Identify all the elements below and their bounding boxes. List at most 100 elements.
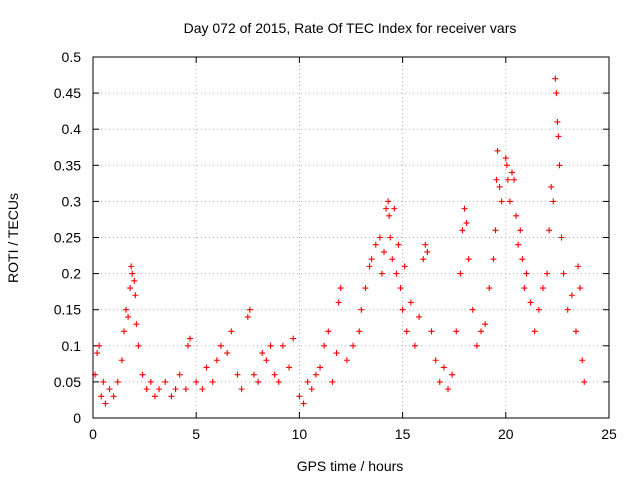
data-point [506, 198, 513, 205]
data-point [376, 234, 383, 241]
data-point [386, 212, 393, 219]
y-tick-label: 0.3 [62, 193, 82, 209]
data-point [502, 155, 509, 162]
data-point [350, 342, 357, 349]
data-point [133, 321, 140, 328]
data-point [102, 400, 109, 407]
data-point [147, 378, 154, 385]
data-point [203, 364, 210, 371]
data-point [422, 241, 429, 248]
data-point [317, 364, 324, 371]
data-point [558, 234, 565, 241]
data-point [184, 342, 191, 349]
data-point [110, 393, 117, 400]
data-point [378, 270, 385, 277]
data-point [96, 342, 103, 349]
data-point [552, 75, 559, 82]
data-point [459, 227, 466, 234]
data-point [424, 248, 431, 255]
data-point [399, 306, 406, 313]
data-point [513, 212, 520, 219]
x-tick-label: 10 [292, 426, 308, 442]
data-point [579, 357, 586, 364]
data-point [100, 378, 107, 385]
data-point [486, 285, 493, 292]
data-point [151, 393, 158, 400]
data-point [416, 313, 423, 320]
data-point [568, 292, 575, 299]
data-point [139, 371, 146, 378]
data-point [535, 306, 542, 313]
data-point [432, 357, 439, 364]
data-point [440, 364, 447, 371]
y-axis-label: ROTI / TECUs [5, 193, 21, 283]
data-point [387, 234, 394, 241]
data-point [114, 378, 121, 385]
data-point [125, 313, 132, 320]
data-point [383, 205, 390, 212]
data-point [550, 198, 557, 205]
data-point [275, 378, 282, 385]
data-point [511, 176, 518, 183]
data-point [129, 270, 136, 277]
data-point [176, 371, 183, 378]
data-point [503, 162, 510, 169]
data-point [250, 371, 257, 378]
data-point [358, 306, 365, 313]
data-point [372, 241, 379, 248]
data-point [335, 299, 342, 306]
data-point [473, 342, 480, 349]
data-point [329, 378, 336, 385]
data-point [337, 285, 344, 292]
data-point [118, 357, 125, 364]
data-point [366, 263, 373, 270]
data-point [461, 205, 468, 212]
data-point [131, 277, 138, 284]
data-point [504, 176, 511, 183]
data-point [393, 270, 400, 277]
data-point [555, 133, 562, 140]
data-point [343, 357, 350, 364]
data-point [517, 227, 524, 234]
data-point [156, 386, 163, 393]
data-point [407, 299, 414, 306]
data-point [428, 328, 435, 335]
data-point [238, 386, 245, 393]
data-point [482, 321, 489, 328]
data-point [498, 198, 505, 205]
chart-title: Day 072 of 2015, Rate Of TEC Index for r… [184, 20, 517, 36]
data-point [395, 241, 402, 248]
data-point [492, 227, 499, 234]
plot-frame [92, 56, 610, 419]
data-point [397, 285, 404, 292]
y-tick-label: 0 [73, 410, 81, 426]
data-point [463, 220, 470, 227]
data-point [228, 328, 235, 335]
data-point [508, 169, 515, 176]
data-point [290, 335, 297, 342]
data-point [246, 306, 253, 313]
y-tick-label: 0.4 [62, 121, 82, 137]
data-point [296, 393, 303, 400]
data-point [560, 270, 567, 277]
data-point [368, 256, 375, 263]
axis-ticks: 0 5 10 15 20 25 0 0.05 0.1 0.15 0.2 0.25 0.3 0.35 0.4 0… [54, 49, 617, 442]
data-point [381, 248, 388, 255]
data-point [411, 342, 418, 349]
data-point [457, 270, 464, 277]
data-point [209, 378, 216, 385]
data-point [564, 306, 571, 313]
data-point [389, 256, 396, 263]
data-point [478, 328, 485, 335]
data-point [445, 386, 452, 393]
data-point [493, 176, 500, 183]
x-tick-label: 15 [395, 426, 411, 442]
data-point [356, 328, 363, 335]
data-point [187, 335, 194, 342]
data-point [521, 285, 528, 292]
data-point [162, 378, 169, 385]
data-point [362, 285, 369, 292]
data-point [523, 270, 530, 277]
data-point [304, 378, 311, 385]
